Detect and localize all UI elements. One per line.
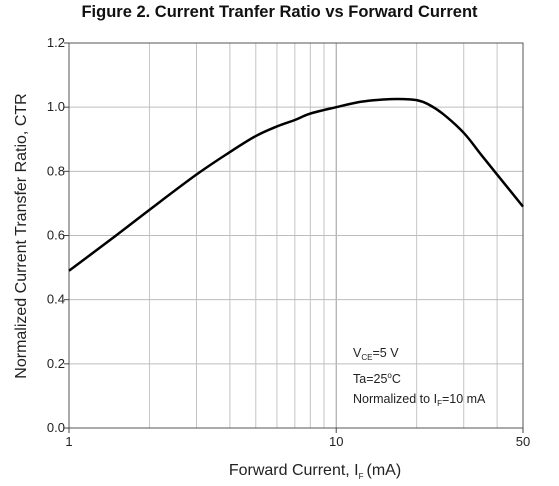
y-axis-label: Normalized Current Transfer Ratio, CTR (13, 93, 30, 378)
x-axis-label: Forward Current, IF (mA) (229, 462, 401, 481)
annotation-ta: Ta=25oC (353, 371, 401, 386)
y-tick-label: 0.6 (47, 228, 65, 243)
axis-ticks: 0.0 0.2 0.4 0.6 0.8 1.0 1.2 1 10 50 (47, 35, 530, 449)
annotation-normalized: Normalized to IF=10 mA (353, 392, 486, 408)
x-tick-label: 10 (329, 434, 343, 449)
chart-title: Figure 2. Current Tranfer Ratio vs Forwa… (81, 3, 478, 21)
y-tick-label: 0.8 (47, 163, 65, 178)
y-tick-label: 0.2 (47, 356, 65, 371)
x-tick-label: 50 (516, 434, 530, 449)
x-tick-label: 1 (65, 434, 72, 449)
annotation-vce: VCE=5 V (353, 346, 399, 362)
y-tick-label: 0.4 (47, 292, 65, 307)
grid (68, 42, 524, 429)
y-tick-label: 1.0 (47, 99, 65, 114)
annotation-box: VCE=5 V Ta=25oC Normalized to IF=10 mA (353, 346, 486, 408)
y-tick-label: 0.0 (47, 420, 65, 435)
y-tick-label: 1.2 (47, 35, 65, 50)
series-line (68, 97, 524, 272)
